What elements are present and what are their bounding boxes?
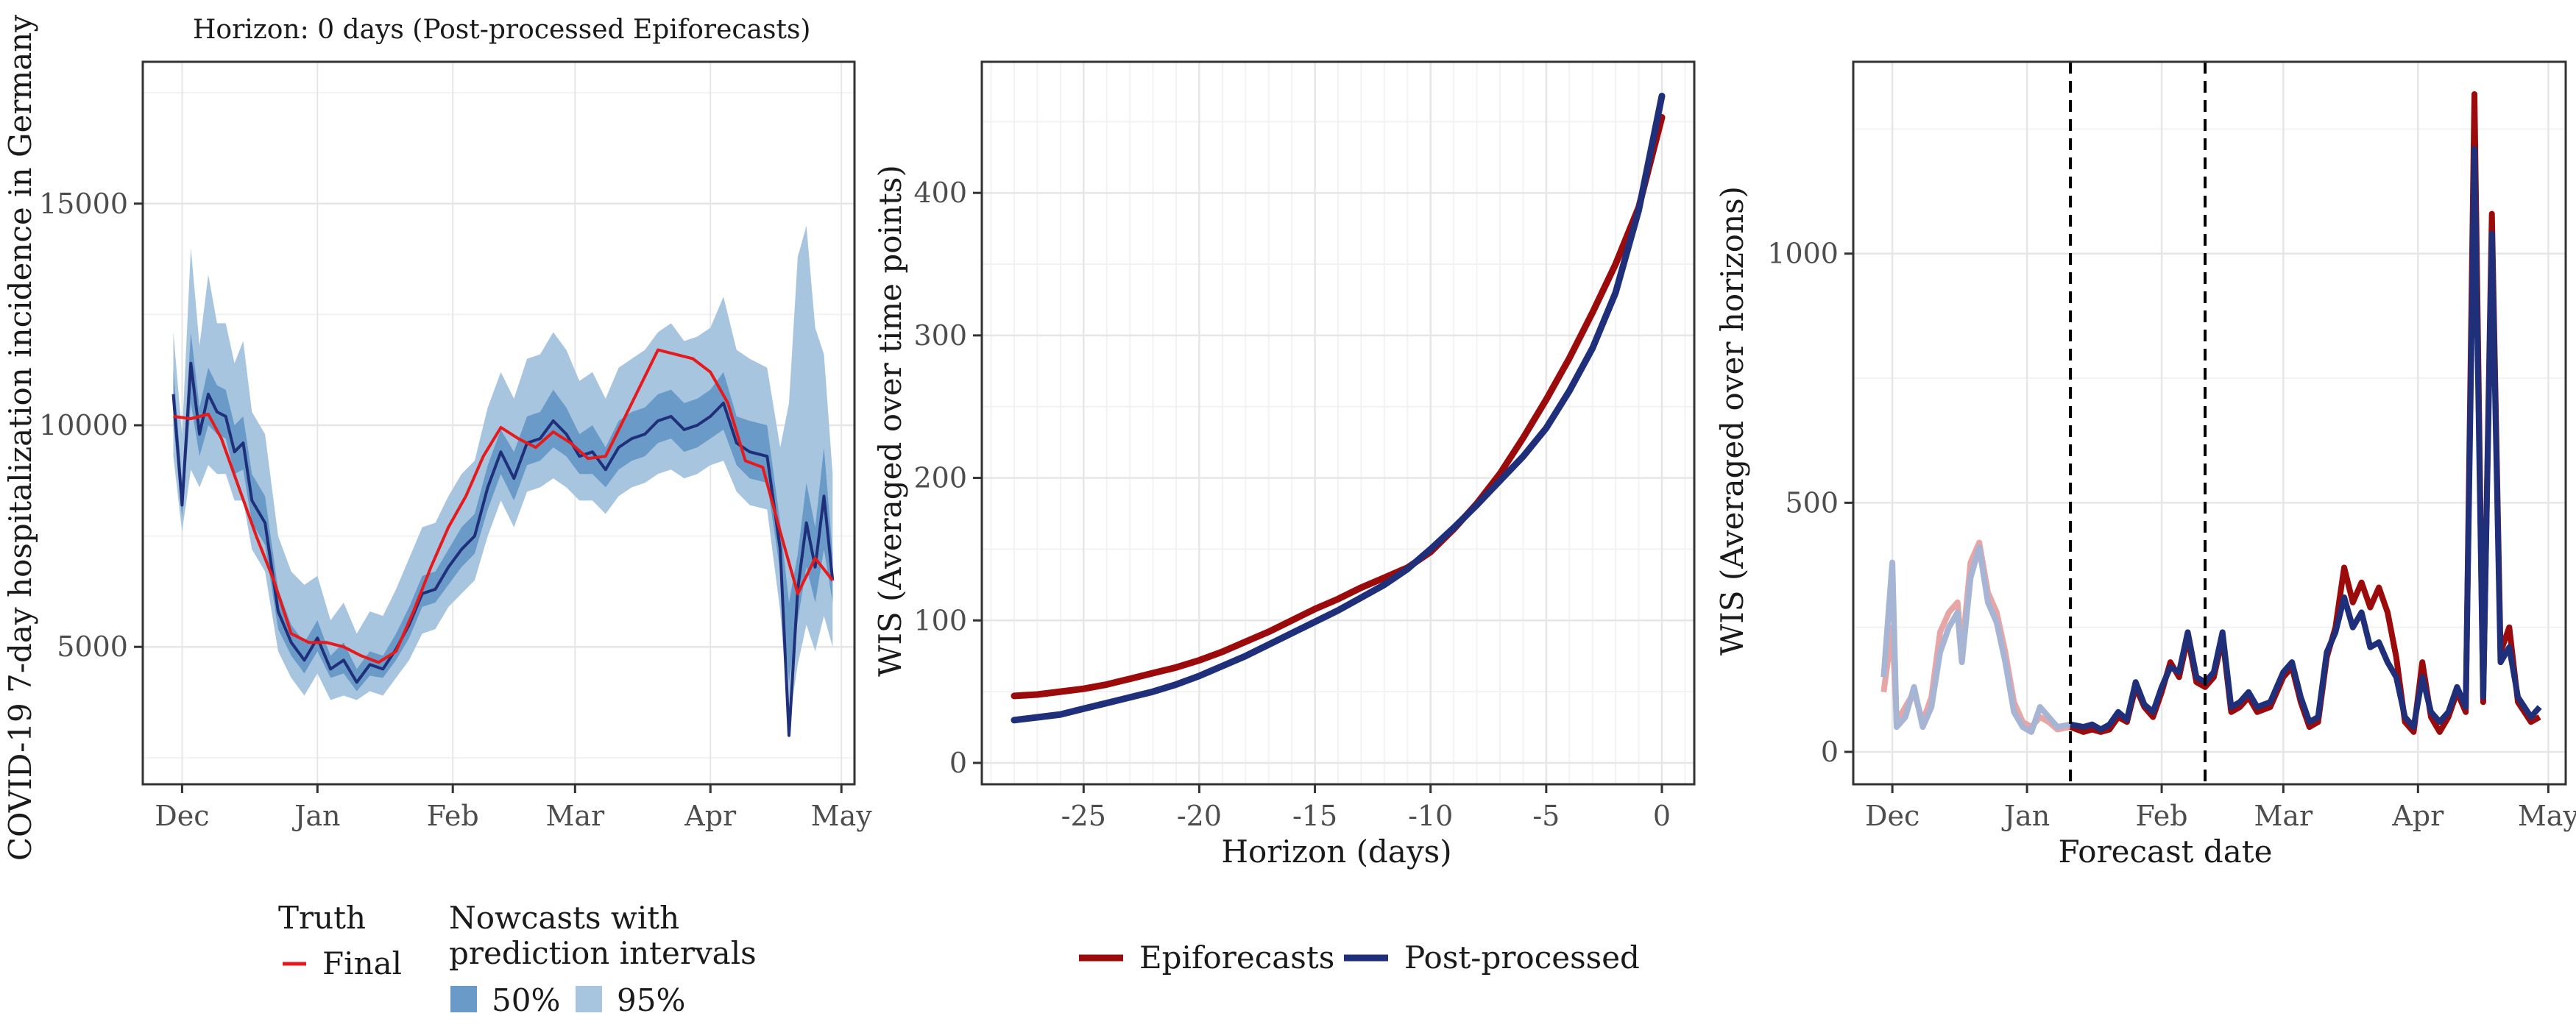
panel-border bbox=[980, 60, 1696, 786]
x-tick-label: Apr bbox=[684, 800, 737, 832]
x-tick-label: Mar bbox=[2254, 800, 2313, 832]
postprocessed-line bbox=[1011, 93, 1666, 724]
prediction-bands bbox=[173, 225, 833, 722]
panel-title: Horizon: 0 days (Post-processed Epiforec… bbox=[193, 15, 810, 45]
grid bbox=[143, 62, 854, 784]
x-tick-label: Jan bbox=[291, 800, 340, 832]
reference-lines bbox=[2069, 62, 2207, 784]
y-tick-label: 10000 bbox=[39, 409, 128, 441]
x-tick-label: -10 bbox=[1408, 800, 1453, 832]
tick-labels: Dec Jan Feb Mar Apr May 0 500 1000 bbox=[1767, 238, 2576, 832]
nowcast-median-line bbox=[171, 361, 835, 737]
y-axis-label: WIS (Averaged over horizons) bbox=[1714, 186, 1750, 656]
legend-models: Epiforecasts Post-processed bbox=[1079, 940, 1640, 976]
x-tick-label: Dec bbox=[155, 800, 209, 832]
y-tick-label: 0 bbox=[1821, 736, 1839, 768]
x-tick-label: Feb bbox=[2136, 800, 2188, 832]
band-50 bbox=[173, 332, 833, 692]
y-tick-label: 100 bbox=[913, 604, 967, 636]
x-axis-label: Forecast date bbox=[2058, 834, 2272, 870]
forecast-date-wis-panel: WIS (Averaged over horizons) Forecast da… bbox=[1714, 60, 2576, 870]
legend-band95-key bbox=[576, 986, 602, 1012]
x-tick-label: -25 bbox=[1061, 800, 1106, 832]
grid bbox=[1853, 62, 2566, 784]
y-tick-label: 15000 bbox=[39, 188, 128, 220]
panel-border bbox=[141, 60, 856, 786]
y-tick-label: 1000 bbox=[1767, 238, 1839, 270]
y-tick-label: 400 bbox=[913, 177, 967, 209]
postprocessed-line-faded bbox=[1880, 544, 2071, 735]
y-tick-label: 5000 bbox=[57, 631, 128, 663]
series-lines bbox=[1880, 91, 2542, 735]
legend-band50-key bbox=[450, 986, 477, 1012]
x-tick-label: Apr bbox=[2391, 800, 2444, 832]
epiforecasts-line bbox=[1011, 114, 1666, 700]
x-tick-label: May bbox=[811, 800, 873, 832]
legend-band50-label: 50% bbox=[492, 982, 560, 1018]
truth-line bbox=[173, 348, 834, 664]
x-tick-label: May bbox=[2518, 800, 2576, 832]
legend-epiforecasts-label: Epiforecasts bbox=[1139, 940, 1334, 976]
horizon-wis-panel: WIS (Averaged over time points) Horizon … bbox=[872, 60, 1696, 870]
x-tick-label: -15 bbox=[1292, 800, 1337, 832]
y-tick-label: 0 bbox=[949, 747, 967, 779]
tick-labels: 5000 10000 15000 Dec Jan Feb Mar Apr May bbox=[39, 188, 872, 832]
grid bbox=[982, 62, 1694, 784]
legend-nowcast: Truth Final Nowcasts with prediction int… bbox=[278, 900, 757, 1018]
nowcast-panel: Horizon: 0 days (Post-processed Epiforec… bbox=[2, 15, 872, 861]
y-tick-label: 500 bbox=[1785, 486, 1839, 519]
postprocessed-line bbox=[2070, 146, 2542, 733]
x-tick-label: -5 bbox=[1532, 800, 1560, 832]
y-tick-label: 300 bbox=[913, 319, 967, 352]
y-axis-label: COVID-19 7-day hospitalization incidence… bbox=[2, 15, 38, 861]
x-axis-label: Horizon (days) bbox=[1221, 834, 1451, 870]
legend-nowcast-title-2: prediction intervals bbox=[449, 935, 757, 971]
x-tick-label: Feb bbox=[427, 800, 479, 832]
x-tick-label: Jan bbox=[2001, 800, 2050, 832]
panel-border bbox=[1852, 60, 2567, 786]
legend-truth-title: Truth bbox=[278, 900, 366, 936]
x-tick-label: Mar bbox=[545, 800, 605, 832]
x-tick-label: 0 bbox=[1653, 800, 1671, 832]
legend-truth-label: Final bbox=[322, 945, 402, 981]
y-axis-label: WIS (Averaged over time points) bbox=[872, 165, 908, 677]
y-tick-label: 200 bbox=[913, 462, 967, 494]
legend-band95-label: 95% bbox=[617, 982, 685, 1018]
legend-postprocessed-label: Post-processed bbox=[1404, 940, 1640, 976]
x-tick-label: Dec bbox=[1865, 800, 1919, 832]
legend-nowcast-title: Nowcasts with bbox=[449, 900, 679, 936]
tick-labels: -25 -20 -15 -10 -5 0 0 100 200 300 400 bbox=[913, 177, 1671, 832]
x-tick-label: -20 bbox=[1177, 800, 1222, 832]
series-lines bbox=[1011, 93, 1666, 724]
series-lines bbox=[171, 348, 835, 737]
